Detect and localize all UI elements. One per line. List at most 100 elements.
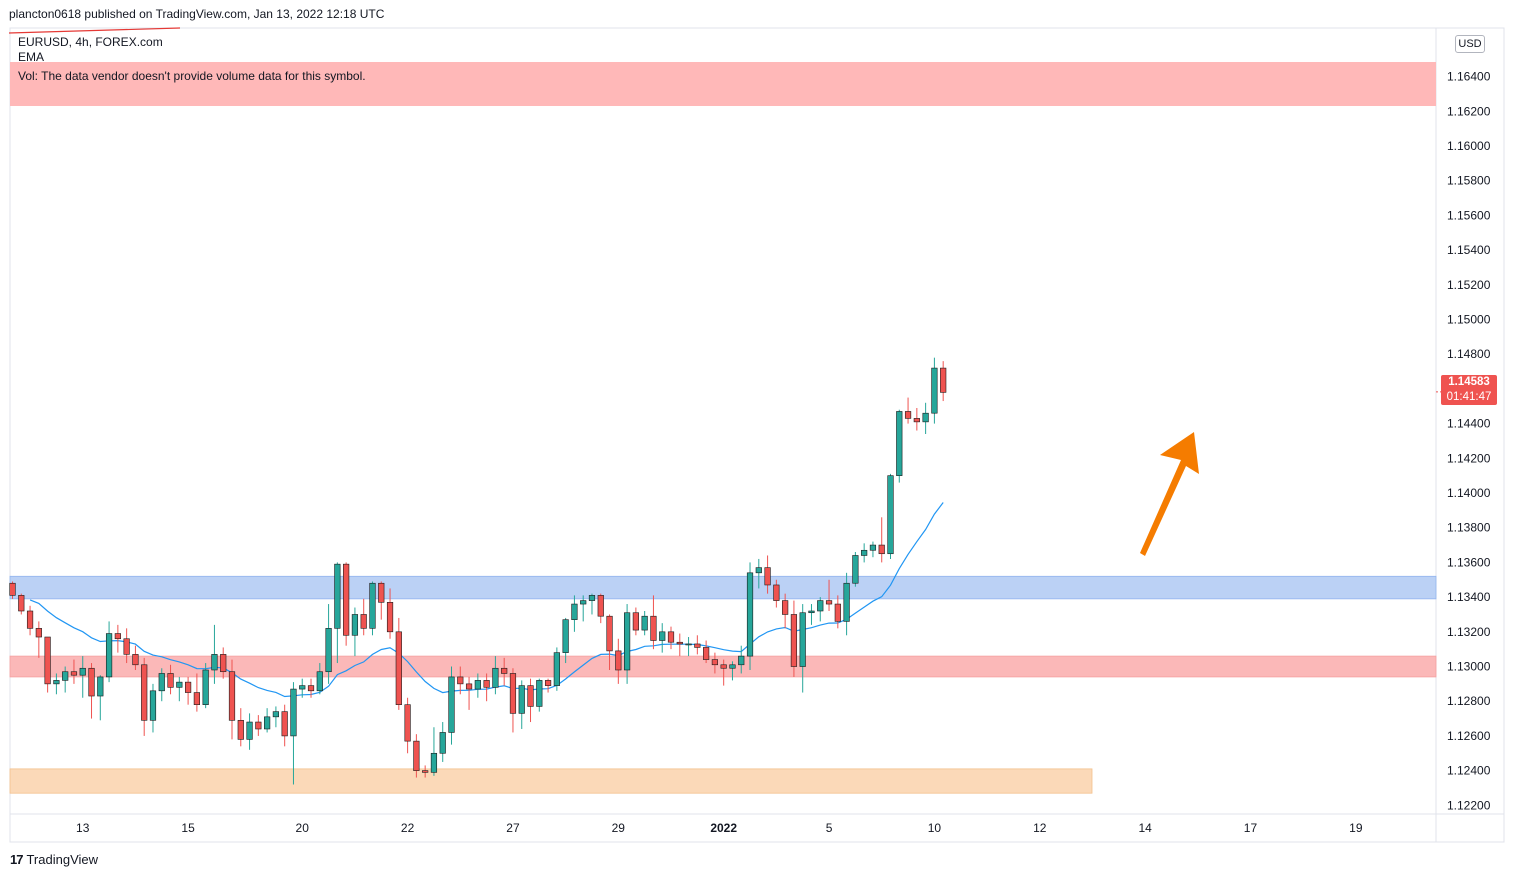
y-tick-label: 1.12800 (1447, 694, 1491, 708)
candle-body (237, 720, 244, 740)
candle-body (62, 671, 69, 681)
candle-body (825, 600, 833, 605)
y-tick-label: 1.16000 (1447, 139, 1491, 153)
candle-body (351, 614, 359, 636)
y-tick-label: 1.15600 (1447, 208, 1491, 222)
x-tick-label: 19 (1349, 821, 1363, 835)
candle-body (869, 544, 877, 551)
candle-body (799, 612, 806, 667)
x-tick-label: 14 (1138, 821, 1152, 835)
candle-body (597, 595, 604, 617)
candle-body (623, 612, 631, 671)
x-tick-label: 15 (181, 821, 195, 835)
candle-body (18, 595, 25, 612)
y-tick-label: 1.12200 (1447, 798, 1491, 812)
x-tick-label: 2022 (710, 821, 737, 835)
candle-body (536, 680, 543, 707)
candle-body (149, 690, 157, 721)
candle-body (667, 631, 675, 643)
candle-body (316, 671, 323, 692)
candle-body (562, 619, 569, 653)
y-tick-label: 1.13400 (1447, 590, 1491, 604)
candle-body (632, 612, 639, 631)
candle-body (448, 676, 455, 733)
candle-body (272, 711, 280, 718)
candle-body (185, 681, 192, 693)
chart-legend: EURUSD, 4h, FOREX.com EMA (18, 35, 163, 65)
candle-body (141, 664, 148, 721)
candle-body (105, 633, 113, 678)
candle-body (931, 367, 938, 414)
candle-body (685, 643, 692, 646)
candle-body (580, 600, 587, 605)
candle-body (896, 411, 903, 476)
candle-body (290, 688, 297, 737)
candle-body (26, 610, 34, 629)
candle-body (694, 643, 701, 648)
candle-body (193, 692, 200, 705)
y-tick-label: 1.16400 (1447, 70, 1491, 84)
candle-body (9, 582, 16, 596)
zone-resistance (9, 575, 1437, 600)
candle-body (264, 716, 271, 730)
footer: 17 TradingView (10, 852, 98, 867)
candle-body (501, 667, 508, 674)
candle-body (509, 673, 517, 714)
candle-body (44, 636, 51, 685)
candle-body (720, 664, 727, 669)
candle-body (404, 704, 411, 742)
candle-body (246, 721, 253, 740)
y-tick-label: 1.13200 (1447, 625, 1491, 639)
chart-header: plancton0618 published on TradingView.co… (9, 7, 385, 21)
y-tick-label: 1.14400 (1447, 417, 1491, 431)
candle-body (659, 631, 666, 641)
candle-body (413, 740, 420, 771)
trend-arrow (1140, 432, 1199, 556)
candle-body (114, 633, 121, 640)
y-tick-label: 1.12600 (1447, 729, 1491, 743)
candle-body (650, 615, 657, 641)
brand-label[interactable]: TradingView (26, 852, 99, 867)
y-tick-label: 1.15000 (1447, 312, 1491, 326)
tradingview-logo-icon[interactable]: 17 (10, 852, 24, 867)
symbol-label[interactable]: EURUSD, 4h, FOREX.com (18, 35, 163, 49)
candle-body (852, 555, 859, 584)
candle-body (887, 475, 894, 555)
candle-body (703, 647, 710, 660)
volume-note: Vol: The data vendor doesn't provide vol… (18, 69, 366, 83)
candle-body (457, 676, 464, 685)
candle-body (158, 673, 165, 692)
x-tick-label: 20 (296, 821, 310, 835)
candle-body (228, 671, 236, 721)
candle-body (378, 582, 385, 603)
x-tick-label: 27 (506, 821, 520, 835)
y-tick-label: 1.12400 (1447, 764, 1491, 778)
candle-body (395, 631, 402, 705)
candle-body (79, 667, 86, 676)
candle-body (527, 685, 534, 707)
candle-body (307, 685, 315, 692)
currency-tag[interactable]: USD (1455, 35, 1485, 53)
candles (9, 357, 947, 785)
candle-body (369, 582, 376, 629)
candle-body (861, 549, 868, 556)
candle-body (97, 676, 104, 697)
y-tick-label: 1.13800 (1447, 521, 1491, 535)
candle-body (343, 563, 350, 636)
indicator-label[interactable]: EMA (18, 50, 45, 64)
candle-body (202, 669, 209, 705)
candle-body (123, 638, 130, 655)
y-tick-label: 1.16200 (1447, 104, 1491, 118)
up-arrow-icon (1140, 432, 1199, 556)
y-tick-label: 1.14200 (1447, 451, 1491, 465)
candle-body (641, 615, 648, 631)
candle-body (904, 411, 912, 419)
price-badge: 1.14583 01:41:47 (1441, 375, 1497, 405)
candle-body (834, 603, 841, 622)
candle-body (299, 685, 306, 690)
candle-body (492, 667, 499, 688)
badge-price: 1.14583 (1448, 376, 1490, 388)
y-tick-label: 1.13000 (1447, 660, 1491, 674)
candle-body (940, 367, 947, 393)
